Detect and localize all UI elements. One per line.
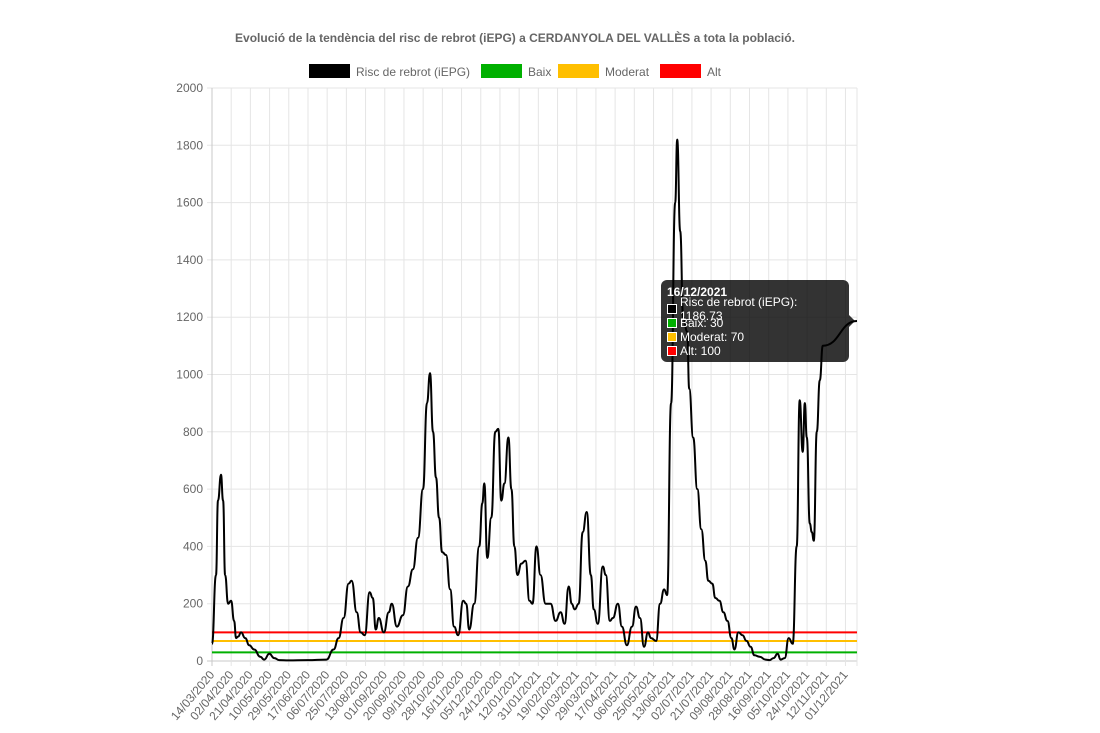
y-tick-label: 600 <box>183 482 203 496</box>
y-tick-label: 1600 <box>176 196 203 210</box>
y-tick-label: 1400 <box>176 253 203 267</box>
threshold-lines <box>212 631 857 654</box>
y-tick-label: 1000 <box>176 368 203 382</box>
legend-swatch-moderat[interactable] <box>558 64 599 78</box>
y-tick-label: 1200 <box>176 310 203 324</box>
legend-label-moderat[interactable]: Moderat <box>605 65 650 79</box>
tooltip-swatch-alt <box>667 346 677 356</box>
tooltip-text-risc: Risc de rebrot (iEPG): 1186.73 <box>680 295 798 323</box>
tooltip-row-alt: Alt: 100 <box>667 344 843 358</box>
legend-swatch-risc-de-rebrot-iepg[interactable] <box>309 64 350 78</box>
y-axis-ticks: 0 200 400 600 800 1000 1200 1400 1600 1800 2000 <box>176 81 203 668</box>
grid-layer <box>207 87 858 666</box>
chart-title: Evolució de la tendència del risc de reb… <box>235 31 795 45</box>
tooltip-swatch-moderat <box>667 332 677 342</box>
tooltip-caret <box>849 315 855 327</box>
series-layer[interactable] <box>211 138 858 662</box>
y-tick-label: 400 <box>183 539 203 553</box>
y-tick-label: 800 <box>183 425 203 439</box>
series-line-risc-de-rebrot[interactable] <box>211 138 858 662</box>
tooltip: 16/12/2021 Risc de rebrot (iEPG): 1186.7… <box>661 280 849 362</box>
tooltip-text-alt: Alt: 100 <box>680 344 721 358</box>
tooltip-row-risc: Risc de rebrot (iEPG): 1186.73 <box>667 295 843 323</box>
legend-label-risc-de-rebrot-iepg[interactable]: Risc de rebrot (iEPG) <box>356 65 470 79</box>
legend[interactable]: Risc de rebrot (iEPG) Baix Moderat Alt <box>309 64 722 79</box>
y-tick-label: 200 <box>183 597 203 611</box>
legend-swatch-alt[interactable] <box>660 64 701 78</box>
legend-swatch-baix[interactable] <box>481 64 522 78</box>
y-tick-label: 2000 <box>176 81 203 95</box>
tooltip-text-moderat: Moderat: 70 <box>680 330 745 344</box>
tooltip-row-baix: Baix: 30 <box>667 316 843 330</box>
legend-label-alt[interactable]: Alt <box>707 65 722 79</box>
legend-label-baix[interactable]: Baix <box>528 65 551 79</box>
y-tick-label: 1800 <box>176 138 203 152</box>
tooltip-swatch-baix <box>667 318 677 328</box>
tooltip-swatch-risc <box>667 304 677 314</box>
y-tick-label: 0 <box>196 654 203 668</box>
tooltip-row-moderat: Moderat: 70 <box>667 330 843 344</box>
x-axis-ticks: 14/03/202002/04/202021/04/202010/05/2020… <box>168 668 851 723</box>
tooltip-text-baix: Baix: 30 <box>680 316 724 330</box>
tooltip-title: 16/12/2021 <box>667 285 728 299</box>
